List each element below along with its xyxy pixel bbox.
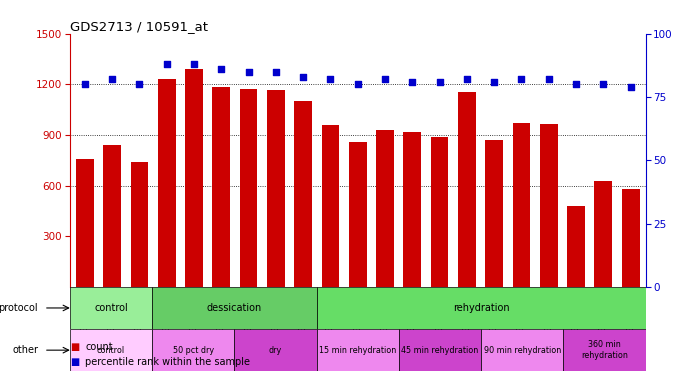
- Point: [243, 69, 254, 75]
- Point: [380, 76, 391, 82]
- Text: dessication: dessication: [207, 303, 262, 313]
- Text: control: control: [97, 346, 125, 355]
- Text: 45 min rehydration: 45 min rehydration: [401, 346, 479, 355]
- Bar: [158, 80, 176, 287]
- Text: 90 min rehydration: 90 min rehydration: [484, 346, 561, 355]
- Point: [461, 76, 473, 82]
- Bar: [103, 145, 121, 287]
- Text: ■: ■: [70, 342, 79, 352]
- Bar: [540, 124, 558, 287]
- Bar: [431, 137, 449, 287]
- Bar: [239, 88, 258, 287]
- Point: [270, 69, 281, 75]
- Point: [352, 81, 364, 87]
- Bar: [567, 206, 585, 287]
- Point: [80, 81, 91, 87]
- Text: 360 min
rehydration: 360 min rehydration: [581, 340, 628, 360]
- Text: control: control: [94, 303, 128, 313]
- Bar: [212, 87, 230, 287]
- Point: [516, 76, 527, 82]
- Bar: [622, 189, 639, 287]
- Point: [325, 76, 336, 82]
- Text: 50 pct dry: 50 pct dry: [172, 346, 214, 355]
- Bar: [376, 130, 394, 287]
- Point: [434, 79, 445, 85]
- Bar: [235, 329, 317, 371]
- Point: [597, 81, 609, 87]
- Bar: [458, 92, 476, 287]
- Bar: [185, 69, 203, 287]
- Bar: [399, 329, 481, 371]
- Bar: [70, 287, 152, 329]
- Bar: [295, 101, 312, 287]
- Text: count: count: [85, 342, 113, 352]
- Bar: [317, 287, 646, 329]
- Bar: [403, 132, 421, 287]
- Text: ■: ■: [70, 357, 79, 367]
- Point: [625, 84, 636, 90]
- Bar: [481, 329, 563, 371]
- Bar: [267, 90, 285, 287]
- Text: other: other: [12, 345, 38, 355]
- Point: [407, 79, 418, 85]
- Point: [297, 74, 309, 80]
- Bar: [485, 140, 503, 287]
- Point: [489, 79, 500, 85]
- Text: protocol: protocol: [0, 303, 38, 313]
- Point: [107, 76, 118, 82]
- Text: dry: dry: [269, 346, 282, 355]
- Bar: [131, 162, 148, 287]
- Text: GDS2713 / 10591_at: GDS2713 / 10591_at: [70, 20, 208, 33]
- Point: [216, 66, 227, 72]
- Text: 15 min rehydration: 15 min rehydration: [319, 346, 396, 355]
- Bar: [349, 142, 366, 287]
- Bar: [595, 182, 612, 287]
- Bar: [512, 123, 530, 287]
- Bar: [322, 125, 339, 287]
- Bar: [152, 329, 235, 371]
- Point: [188, 61, 200, 67]
- Bar: [317, 329, 399, 371]
- Bar: [70, 329, 152, 371]
- Point: [570, 81, 581, 87]
- Bar: [76, 159, 94, 287]
- Bar: [563, 329, 646, 371]
- Bar: [152, 287, 317, 329]
- Point: [161, 61, 172, 67]
- Text: percentile rank within the sample: percentile rank within the sample: [85, 357, 250, 367]
- Point: [134, 81, 145, 87]
- Point: [543, 76, 554, 82]
- Text: rehydration: rehydration: [453, 303, 510, 313]
